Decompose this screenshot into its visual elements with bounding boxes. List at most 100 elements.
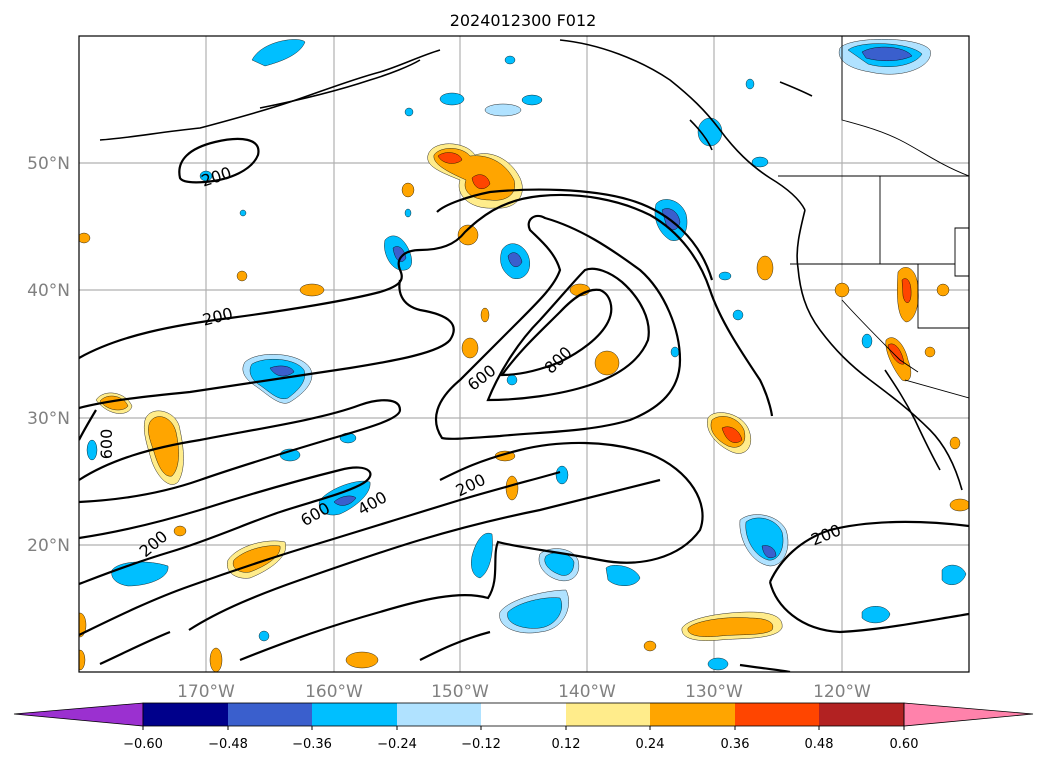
shade-blob [924,346,936,358]
colorbar-tick-label: 0.48 [805,737,834,752]
colorbar-tick-label: −0.60 [123,737,163,752]
shade-blob [949,498,969,512]
contour-label: 600 [97,429,116,460]
borders [778,36,969,399]
shade-blob [605,565,641,586]
shade-blob [721,426,743,443]
colorbar-frame [142,702,905,727]
shade-blob [861,46,913,61]
latitude-labels: 50°N 40°N 30°N 20°N [27,154,70,556]
shade-blob [236,270,248,282]
shade-blob [401,182,415,198]
lon-label: 150°W [431,682,489,702]
colorbar-tick-label: −0.24 [377,737,417,752]
shade-blob [480,307,490,323]
coastlines [99,39,963,491]
shade-blob [471,532,493,579]
contour-label: 600 [464,361,500,395]
shade-blob [505,475,519,501]
colorbar-segment [650,703,735,726]
colorbar-tick-label: −0.48 [208,737,248,752]
shade-blob [504,55,516,65]
lat-label: 20°N [27,536,70,556]
shade-blob [555,465,569,485]
shade-blob [751,156,769,168]
lon-label: 170°W [177,682,235,702]
colorbar-segment [397,703,481,726]
shade-blob [594,350,620,376]
lon-label: 140°W [558,682,616,702]
shade-blob [392,246,407,262]
lat-label: 50°N [27,154,70,174]
shade-blob [643,640,657,652]
map-frame [78,35,970,673]
shade-blob [173,525,187,537]
colorbar-tick-label: 0.24 [636,737,665,752]
colorbar-tick-label: 0.36 [721,737,750,752]
colorbar-tick-label: −0.12 [461,737,501,752]
shade-blob [901,278,912,303]
colorbar-extend-right [903,702,1034,727]
colorbar-segment [566,703,650,726]
shade-blob [79,232,91,244]
shade-blob [269,365,295,377]
map-area: 200 200 200 200 200 600 800 600 400 600 [79,36,969,672]
lat-label: 30°N [27,409,70,429]
shade-blob [507,252,523,267]
shade-blob [687,617,774,637]
shade-blob [79,649,86,671]
shade-blob [258,630,270,642]
anomaly-shading [79,39,969,672]
shade-blob [761,545,777,559]
shade-blob [86,439,98,461]
contour-label: 200 [199,163,234,191]
lon-label: 130°W [685,682,743,702]
shade-blob [461,337,479,359]
shade-blob [521,94,543,106]
shade-blob [111,561,169,587]
shade-blob [471,174,491,189]
contour-label: 800 [541,343,576,378]
colorbar-segment [312,703,397,726]
shade-blob [707,657,729,671]
contour-label: 200 [453,470,489,500]
longitude-labels: 170°W 160°W 150°W 140°W 130°W 120°W [177,682,871,702]
colorbar-extend-left [13,702,144,727]
colorbar-tick-label: −0.36 [292,737,332,752]
shade-blob [299,283,325,297]
lon-label: 160°W [305,682,363,702]
colorbar-ticks [142,726,905,730]
shade-blob [345,651,379,669]
contour-label: 200 [136,527,172,561]
graticule [79,36,969,672]
shade-blob [861,606,891,624]
lat-label: 40°N [27,281,70,301]
shade-blob [239,209,247,217]
shade-blob [732,309,744,321]
shade-blob [745,78,755,90]
shade-blob [404,107,414,117]
lon-label: 120°W [813,682,871,702]
shade-blob [941,564,967,585]
colorbar-segment [735,703,819,726]
shade-blob [506,374,518,386]
shade-blob [834,282,850,298]
shade-blob [484,103,522,117]
shade-blob [949,436,961,450]
shade-blob [670,346,680,358]
contours [79,137,969,672]
shade-blob [887,343,905,365]
shade-blob [936,283,950,297]
shade-blob [79,612,87,638]
shade-blob [251,39,306,67]
shade-blob [439,92,465,106]
shade-blob [756,255,774,281]
shade-blob [437,152,463,164]
shade-blob [457,224,479,246]
shade-blob [507,597,562,629]
colorbar-segment [819,703,904,726]
colorbar-tick-label: 0.12 [552,737,581,752]
shade-blob [333,495,357,506]
map-title: 2024012300 F012 [450,11,597,30]
